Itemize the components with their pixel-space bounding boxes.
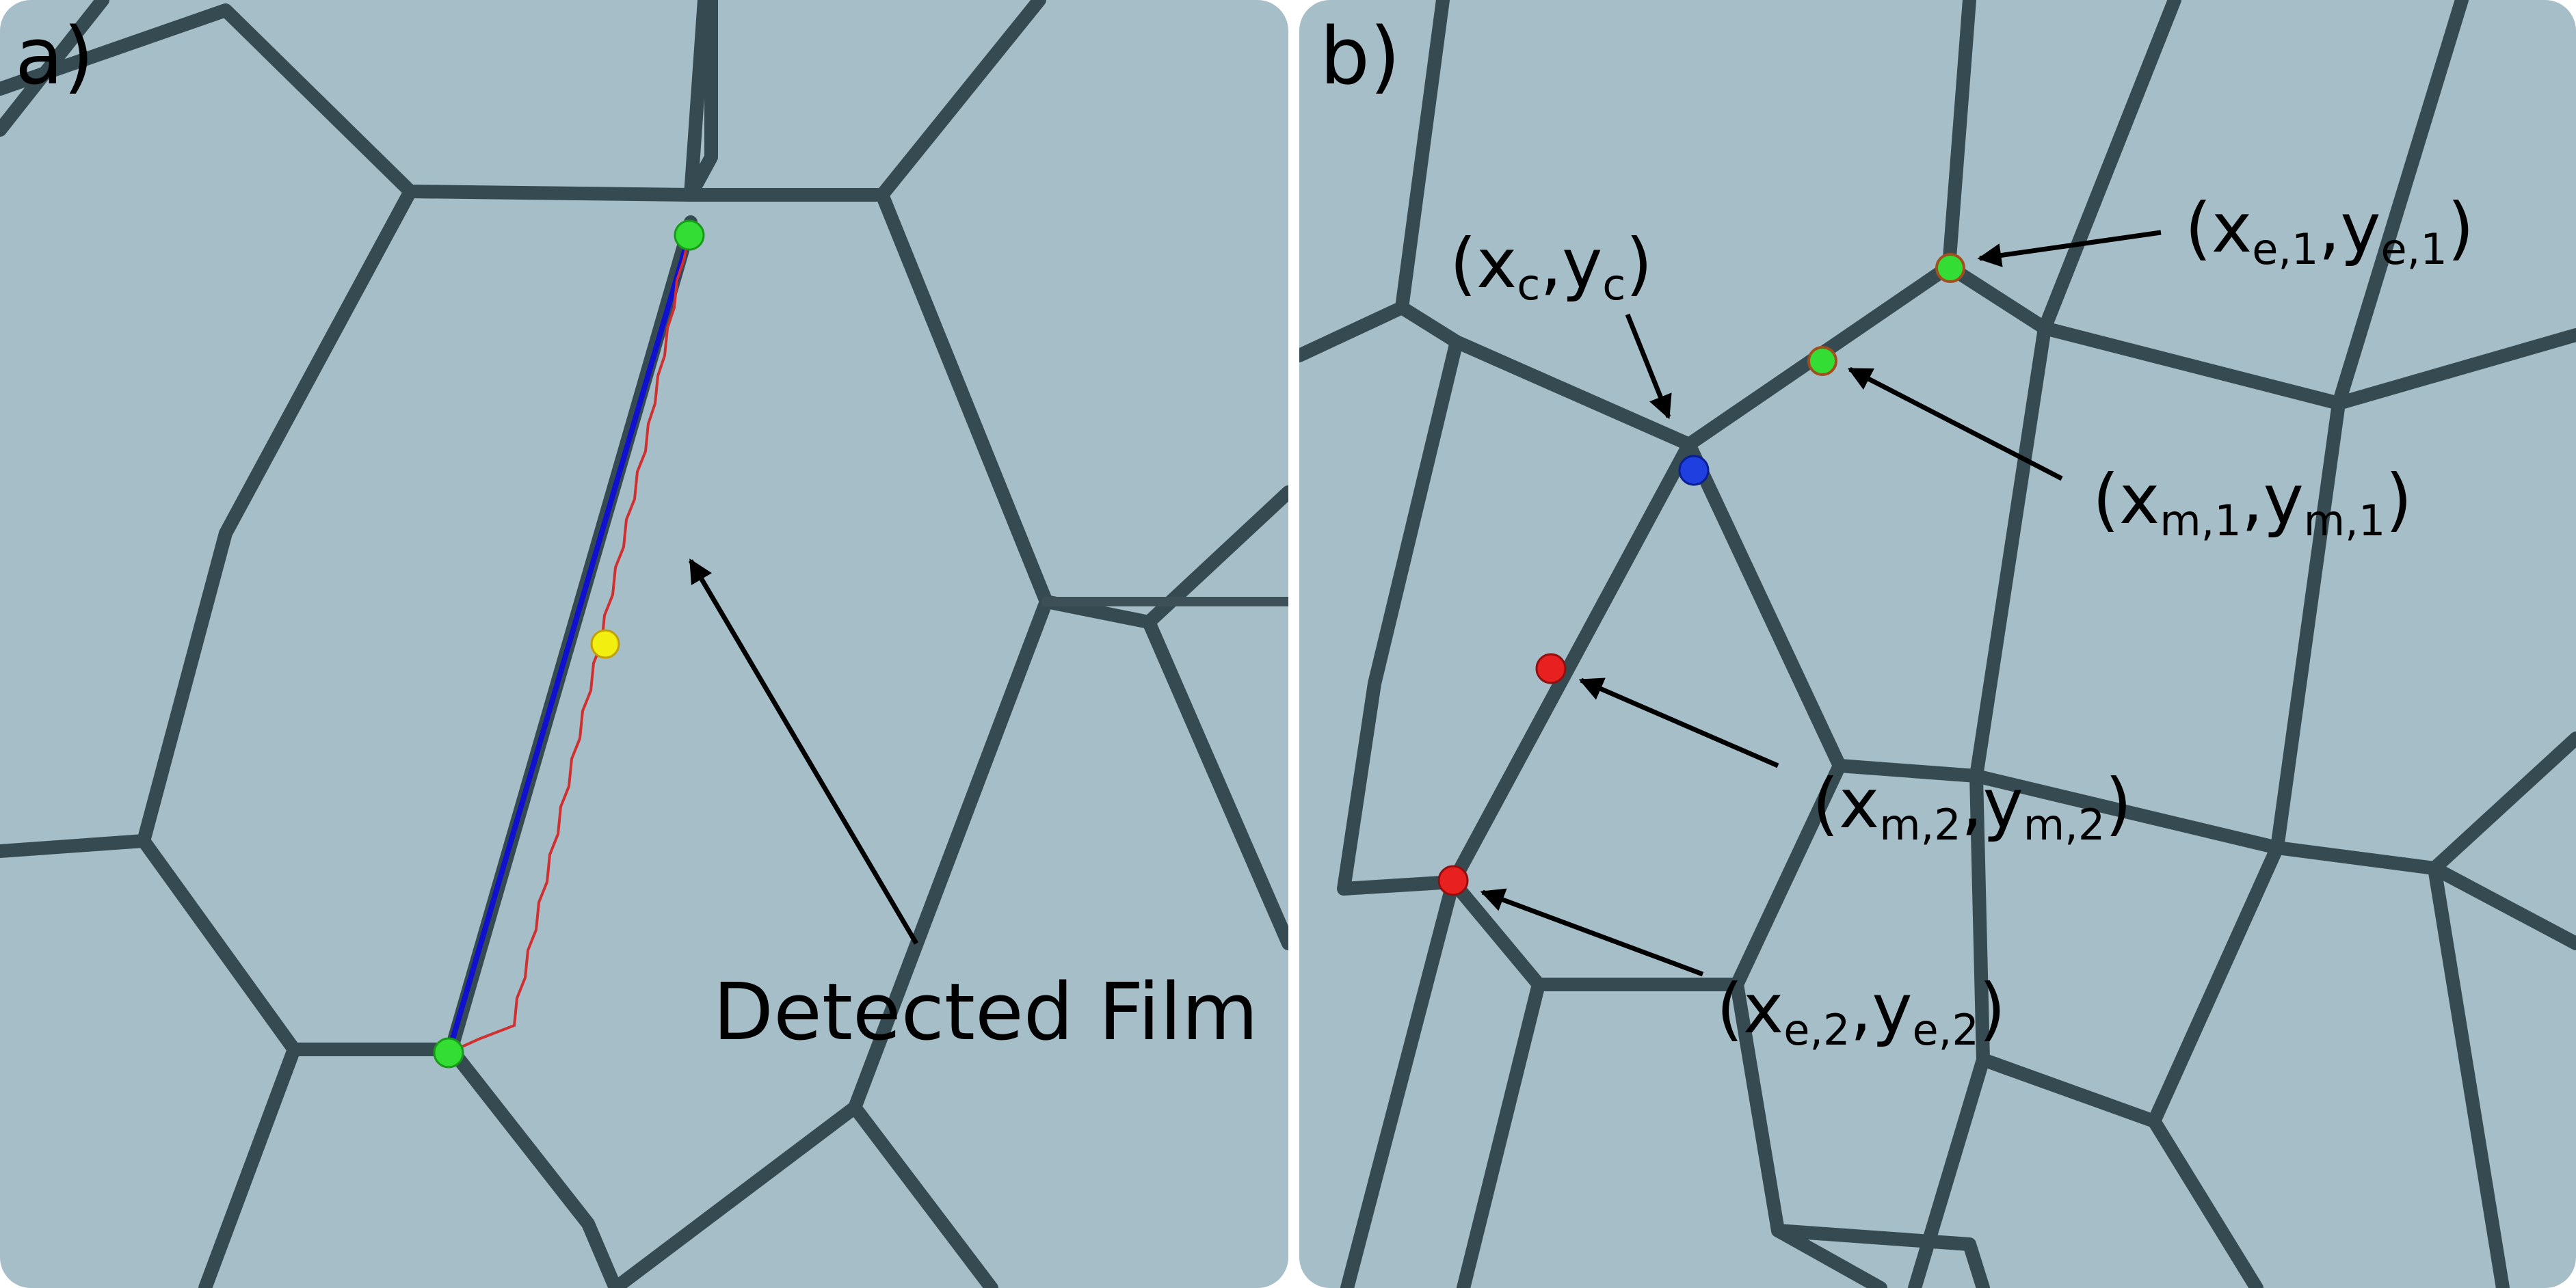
detected-film-arrow	[688, 558, 919, 945]
endpoint-bottom	[433, 1037, 464, 1069]
point-m2	[1535, 653, 1567, 684]
arrow-m1	[1847, 366, 2063, 481]
label-e1: (xe,1,ye,1)	[2185, 188, 2474, 274]
arrow-m2	[1578, 677, 1779, 768]
point-center	[1678, 455, 1710, 486]
arrow-center	[1625, 313, 1672, 420]
fit-line	[446, 234, 692, 1054]
panel-b-background	[1299, 0, 2576, 1288]
label-e2: (xe,2,ye,2)	[1716, 969, 2006, 1055]
point-m1	[1807, 346, 1837, 376]
arrow-e2	[1480, 888, 1704, 977]
label-m2: (xm,2,ym,2)	[1812, 764, 2132, 850]
panel-b-label: b)	[1320, 11, 1400, 103]
midpoint	[590, 629, 620, 659]
panel-b: (xc,yc) (xe,1,ye,1) (xm,1,ym,1) (xm,2,ym…	[1299, 0, 2576, 1288]
panel-a-foam-cells	[0, 0, 1288, 1288]
panel-a-label: a)	[15, 11, 94, 103]
point-e2	[1437, 865, 1469, 896]
panel-b-foam-cells	[1299, 0, 2576, 1288]
arrow-e1	[1977, 230, 2162, 267]
label-center: (xc,yc)	[1450, 224, 1652, 310]
panel-a-background	[0, 0, 1288, 1288]
panel-a: Detected Film	[0, 0, 1288, 1288]
endpoint-top	[674, 219, 705, 251]
detected-film-label: Detected Film	[713, 967, 1258, 1058]
point-e1	[1935, 253, 1965, 283]
